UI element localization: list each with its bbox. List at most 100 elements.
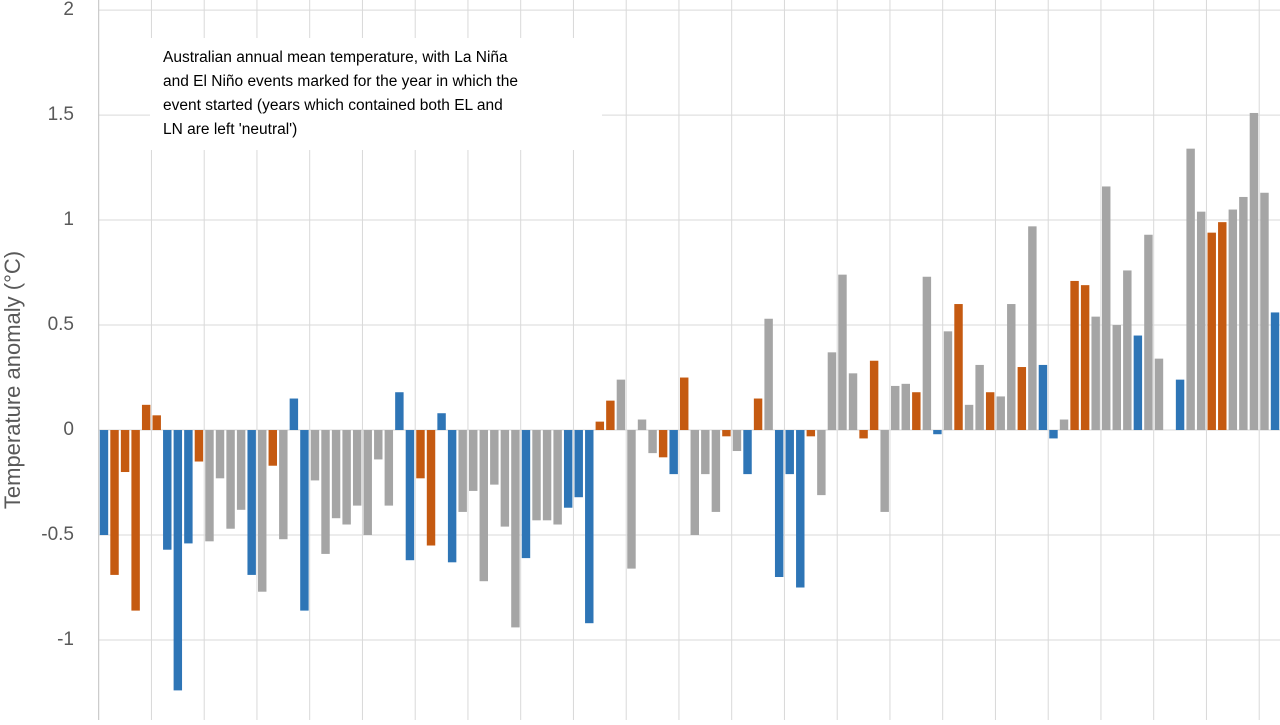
bar — [321, 430, 330, 554]
bar — [764, 318, 773, 431]
bar — [848, 373, 858, 431]
y-tick-label: 0 — [63, 419, 74, 440]
bar — [258, 430, 267, 592]
bar — [310, 430, 320, 481]
bar — [985, 392, 995, 431]
bar — [680, 377, 689, 431]
bar — [173, 430, 183, 691]
bar — [163, 430, 172, 550]
bar — [1207, 232, 1216, 431]
bar — [120, 430, 130, 473]
bar — [1270, 312, 1280, 431]
bar — [964, 404, 974, 431]
bar — [1249, 112, 1259, 431]
bar — [669, 430, 678, 475]
bar — [891, 385, 900, 431]
bar — [912, 392, 921, 431]
bar — [901, 383, 910, 431]
bar — [585, 430, 594, 624]
bar — [869, 360, 879, 431]
bar — [943, 331, 953, 431]
bar — [796, 430, 805, 588]
bar — [1017, 367, 1027, 431]
bar — [331, 430, 341, 519]
bar — [753, 398, 763, 431]
bar — [289, 398, 299, 431]
bar — [1091, 316, 1100, 431]
bar — [279, 430, 288, 540]
bar — [395, 392, 404, 431]
bar — [542, 430, 552, 521]
annotation-box — [150, 38, 602, 150]
bar — [236, 430, 246, 510]
bar — [1175, 379, 1185, 431]
bar — [141, 404, 151, 431]
bar — [1196, 211, 1206, 431]
bar — [658, 430, 668, 458]
bar — [110, 430, 119, 575]
bar — [500, 430, 510, 527]
bar — [1239, 196, 1248, 431]
annotation-text: event started (years which contained bot… — [163, 97, 503, 114]
y-tick-label: 1.5 — [48, 104, 74, 125]
bar — [426, 430, 436, 546]
bar — [447, 430, 457, 563]
bar — [774, 430, 784, 578]
bar — [374, 430, 383, 460]
bar — [1102, 186, 1111, 431]
bar — [194, 430, 204, 462]
bar — [806, 430, 816, 437]
bar — [859, 430, 868, 439]
bar — [637, 419, 647, 431]
bar — [827, 352, 837, 431]
bar — [1123, 270, 1132, 431]
annotation-text: Australian annual mean temperature, with… — [163, 49, 508, 66]
y-tick-label: -0.5 — [41, 524, 74, 545]
y-tick-label: 0.5 — [48, 314, 74, 335]
bar — [131, 430, 140, 611]
bar — [521, 430, 531, 559]
bar — [563, 430, 573, 508]
bar — [1144, 234, 1153, 431]
bar — [300, 430, 309, 611]
bar — [215, 430, 225, 479]
bar — [606, 400, 615, 431]
annotation-text: and El Niño events marked for the year i… — [163, 73, 518, 90]
bar — [922, 276, 932, 431]
bar — [247, 430, 256, 575]
y-tick-label: -1 — [57, 629, 74, 650]
bar — [1059, 419, 1069, 431]
bar — [648, 430, 657, 454]
bar — [616, 379, 626, 431]
bar — [1228, 209, 1238, 431]
annotation-text: LN are left 'neutral') — [163, 121, 297, 138]
bar — [458, 430, 467, 512]
bar — [511, 430, 520, 628]
bar — [1070, 280, 1079, 431]
bar — [1112, 325, 1121, 431]
bar — [1260, 192, 1269, 431]
bar — [384, 430, 394, 506]
y-tick-label: 1 — [63, 209, 74, 230]
bar — [363, 430, 372, 536]
bar — [1154, 358, 1164, 431]
bar — [184, 430, 193, 544]
bar — [1186, 148, 1195, 431]
bar — [469, 430, 478, 491]
bar — [532, 430, 541, 521]
bar — [711, 430, 721, 512]
bar — [743, 430, 752, 475]
bar — [1133, 335, 1143, 431]
bar — [574, 430, 583, 498]
bar — [490, 430, 499, 485]
bar — [479, 430, 488, 582]
bar — [1038, 364, 1048, 431]
bar — [785, 430, 794, 475]
bar — [933, 430, 942, 435]
bar — [268, 430, 277, 466]
bar — [722, 430, 731, 437]
bar — [627, 430, 636, 569]
bar — [701, 430, 710, 475]
bar — [954, 304, 963, 431]
